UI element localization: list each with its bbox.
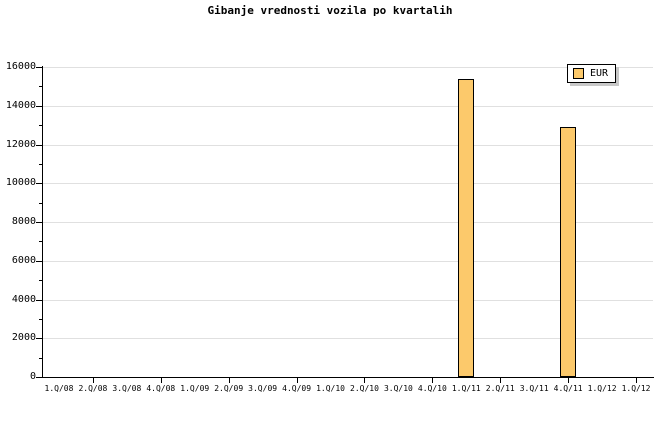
y-axis-tick	[36, 338, 42, 340]
legend-swatch-eur	[573, 68, 584, 79]
y-axis-tick-label: 2000	[11, 332, 36, 344]
x-axis-tick-label: 2.Q/09	[214, 384, 244, 393]
x-axis-tick-label: 3.Q/08	[112, 384, 142, 393]
bar	[560, 127, 576, 377]
y-axis-minor-tick	[39, 241, 43, 243]
x-axis-tick-label: 3.Q/11	[519, 384, 549, 393]
y-axis-tick-label: 12000	[5, 138, 36, 150]
y-axis-tick	[36, 144, 42, 146]
y-axis-tick	[36, 67, 42, 68]
x-axis-tick-label: 4.Q/09	[282, 384, 312, 393]
chart-title: Gibanje vrednosti vozila po kvartalih	[207, 4, 453, 17]
x-axis-tick	[568, 378, 569, 383]
gridline	[42, 260, 653, 262]
legend-label-eur: EUR	[590, 68, 609, 79]
x-axis-tick	[636, 378, 637, 383]
x-axis-tick-label: 3.Q/10	[383, 384, 413, 393]
y-axis-tick-label: 8000	[11, 216, 36, 227]
y-axis-tick-label: 6000	[11, 254, 36, 266]
plot-area	[42, 67, 653, 377]
y-axis-minor-tick	[39, 280, 43, 282]
x-axis-tick-label: 1.Q/08	[44, 384, 74, 393]
y-axis-tick	[36, 222, 42, 223]
x-axis-tick	[161, 378, 162, 383]
y-axis-tick-label: 16000	[5, 61, 36, 72]
x-axis-tick	[432, 378, 433, 383]
y-axis-labels: 0 2000 4000 6000 8000 10000 12000 14000 16000	[0, 0, 36, 440]
gridline	[42, 105, 653, 107]
x-axis-tick-label: 1.Q/09	[180, 384, 210, 393]
x-axis-tick-label: 1.Q/11	[451, 384, 481, 393]
gridline	[42, 222, 653, 223]
gridline	[42, 183, 653, 185]
y-axis-tick	[36, 105, 42, 107]
y-axis-tick	[36, 183, 42, 185]
gridline	[42, 299, 653, 301]
y-axis-minor-tick	[39, 86, 43, 88]
x-axis-tick	[364, 378, 365, 383]
gridline	[42, 144, 653, 146]
y-axis-tick-label: 10000	[5, 177, 36, 189]
x-axis-tick-label: 2.Q/08	[78, 384, 108, 393]
y-axis-tick-label: 14000	[5, 99, 36, 111]
x-axis-tick	[93, 378, 94, 383]
y-axis-minor-tick	[39, 125, 43, 127]
x-axis-tick-label: 2.Q/10	[350, 384, 379, 393]
x-axis-tick	[297, 378, 298, 383]
y-axis-tick-label: 0	[29, 371, 36, 382]
x-axis-tick-label: 4.Q/11	[553, 384, 583, 393]
x-axis-tick-label: 4.Q/10	[417, 384, 447, 393]
x-axis-tick-label: 1.Q/10	[316, 384, 345, 393]
y-axis-minor-tick	[39, 357, 43, 359]
y-axis-minor-tick	[39, 202, 43, 204]
y-axis-minor-tick	[39, 318, 43, 320]
y-axis-tick	[36, 260, 42, 262]
y-axis-tick-label: 4000	[11, 293, 36, 305]
gridline	[42, 338, 653, 340]
x-axis-tick-label: 1.Q/12	[587, 384, 617, 393]
bar	[458, 79, 474, 377]
x-axis-tick-label: 1.Q/12	[621, 384, 651, 393]
x-axis-tick	[229, 378, 230, 383]
y-axis-tick	[36, 299, 42, 301]
x-axis-tick-label: 3.Q/09	[248, 384, 278, 393]
y-axis-minor-tick	[39, 163, 43, 165]
y-axis-tick	[36, 377, 42, 378]
x-axis-tick	[500, 378, 501, 383]
x-axis-line	[42, 377, 654, 378]
gridline	[42, 67, 653, 68]
x-axis-tick-label: 2.Q/11	[485, 384, 515, 393]
legend[interactable]: EUR	[567, 64, 617, 83]
x-axis-tick-label: 4.Q/08	[146, 384, 176, 393]
y-axis-line	[42, 66, 43, 378]
